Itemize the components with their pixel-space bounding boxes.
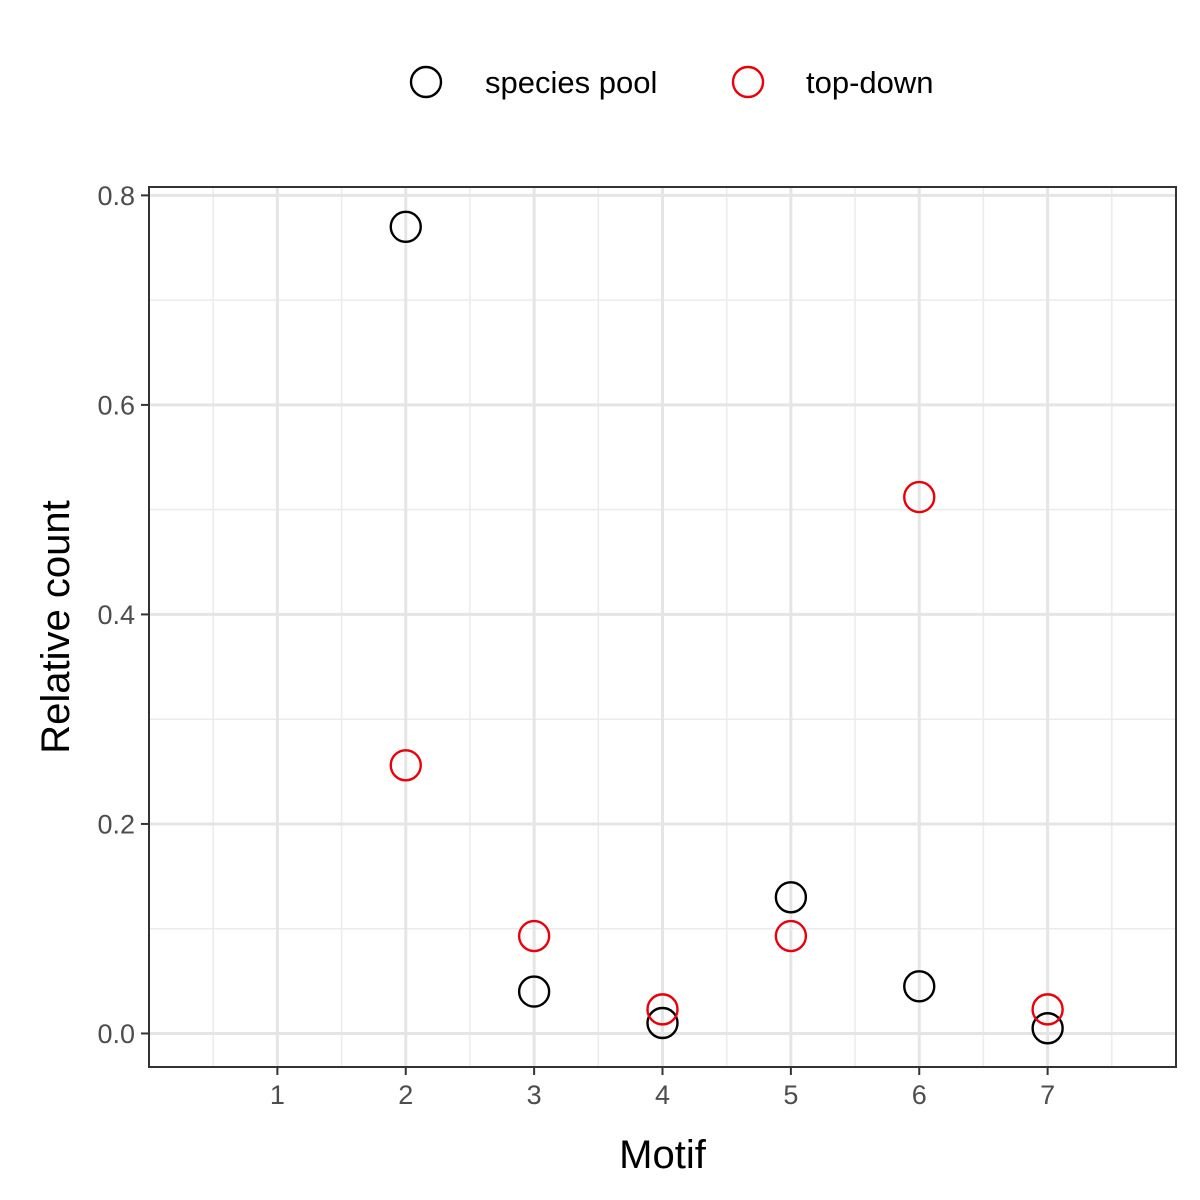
legend-marker-top-down [731,65,765,99]
data-point-top-down [517,919,551,953]
data-point-top-down [774,919,808,953]
y-tick-label: 0.4 [97,600,135,630]
x-tick-label: 7 [1040,1080,1055,1110]
y-tick-label: 0.0 [97,1019,135,1049]
x-tick-label: 4 [655,1080,670,1110]
legend: species pool top-down [409,65,934,100]
x-tick-label: 6 [912,1080,927,1110]
data-point-species-pool [1031,1012,1064,1045]
legend-label-top-down: top-down [806,65,934,100]
data-point-species-pool [903,970,936,1003]
data-point-top-down [646,993,679,1026]
data-point-top-down [903,480,936,514]
y-axis-title: Relative count [34,500,78,753]
data-point-species-pool [517,975,551,1008]
y-tick-label: 0.2 [97,809,135,839]
plot-area: 1 2 3 4 5 6 7 0.0 0.2 0.4 0.6 0.8 [97,181,1177,1110]
x-tick-label: 3 [527,1080,542,1110]
data-point-species-pool [646,1006,679,1040]
data-point-species-pool [389,210,422,244]
data-point-top-down [389,749,422,782]
x-axis-title: Motif [619,1133,707,1177]
data-point-species-pool [774,881,808,914]
legend-label-species-pool: species pool [485,65,657,100]
x-tick-label: 5 [783,1080,798,1110]
y-tick-label: 0.8 [97,181,135,211]
legend-marker-species-pool [409,65,443,99]
y-tick-label: 0.6 [97,390,135,420]
x-tick-label: 2 [398,1080,413,1110]
data-point-top-down [1031,993,1064,1026]
x-tick-label: 1 [270,1080,285,1110]
